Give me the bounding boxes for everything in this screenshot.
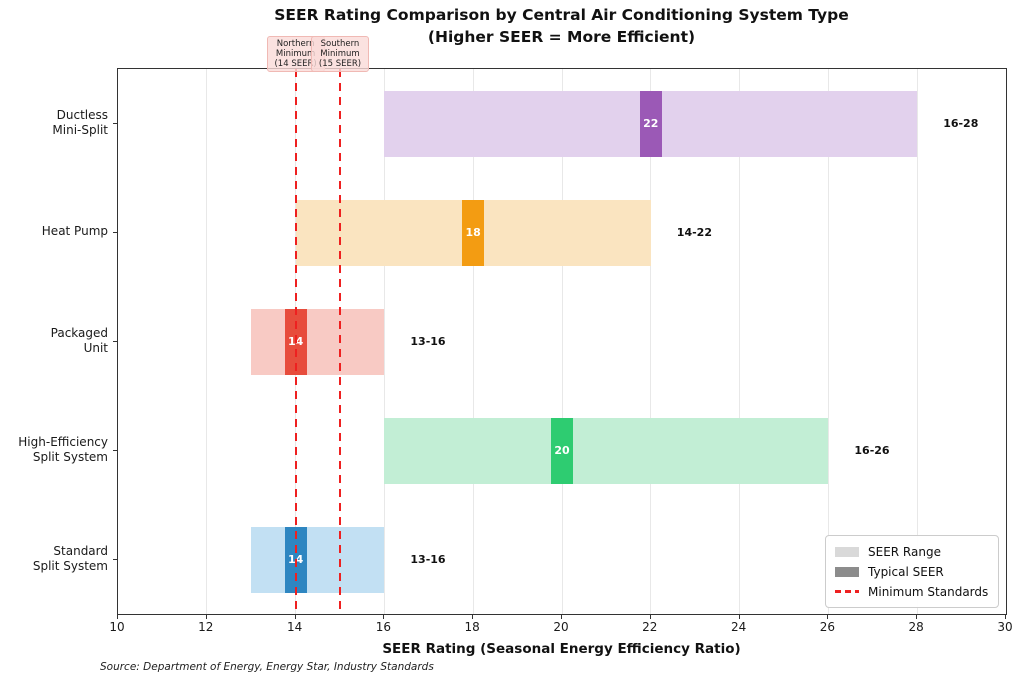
x-tick-label: 30 [997, 620, 1013, 634]
y-axis-label-line: Heat Pump [41, 224, 108, 238]
legend-swatch-seer-range [835, 546, 859, 557]
legend-item-minimum-standards: Minimum Standards [835, 584, 989, 599]
gridline [650, 69, 652, 614]
y-axis-label-line: Standard [53, 543, 108, 558]
range-label-packaged-unit: 13-16 [410, 334, 446, 348]
y-axis-label-line: Unit [83, 340, 108, 355]
range-bar-standard-split-system [251, 526, 385, 593]
x-tick-mark [916, 615, 918, 619]
annotation-line: Minimum [275, 49, 316, 59]
gridline [916, 69, 918, 614]
y-tick-mark [113, 558, 117, 560]
typical-marker-ductless-mini-split: 22 [639, 90, 662, 157]
annotation-line: (14 SEER) [274, 59, 317, 69]
minimum-standard-line-15 [339, 69, 341, 614]
x-tick-label: 28 [908, 620, 924, 634]
x-tick-mark [738, 615, 740, 619]
annotation-line: Minimum [320, 49, 360, 59]
x-tick-mark [472, 615, 474, 619]
x-tick-mark [205, 615, 207, 619]
range-label-ductless-mini-split: 16-28 [943, 116, 979, 130]
y-tick-mark [113, 231, 117, 233]
x-tick-mark [561, 615, 562, 619]
x-tick-label: 12 [198, 620, 214, 634]
legend-label-typical-seer: Typical SEER [868, 564, 944, 579]
typical-value-label: 22 [643, 117, 659, 130]
y-tick-mark [113, 122, 117, 124]
x-tick-label: 18 [464, 620, 480, 634]
y-axis-label-line: Mini-Split [52, 122, 108, 137]
y-axis-label-standard-split-system: Standard Split System [0, 544, 108, 574]
y-axis-label-line: Ductless [56, 107, 108, 122]
y-axis-label-ductless-mini-split: Ductless Mini-Split [0, 108, 108, 138]
y-axis-label-packaged-unit: Packaged Unit [0, 326, 108, 356]
x-tick-label: 22 [642, 620, 658, 634]
legend-dash-minimum-standards-icon [835, 590, 859, 593]
x-tick-mark [117, 615, 118, 619]
x-tick-mark [294, 615, 296, 619]
legend: SEER Range Typical SEER Minimum Standard… [825, 535, 999, 608]
range-label-high-efficiency-split-system: 16-26 [854, 443, 890, 457]
legend-item-seer-range: SEER Range [835, 544, 989, 559]
legend-swatch-typical-seer [835, 566, 859, 577]
y-tick-mark [113, 340, 117, 342]
range-bar-high-efficiency-split-system [384, 417, 829, 484]
annotation-line: Northern [276, 39, 315, 49]
annotation-southern-minimum: Southern Minimum (15 SEER) [311, 36, 369, 72]
y-axis-label-high-efficiency-split-system: High-Efficiency Split System [0, 435, 108, 465]
typical-value-label: 20 [554, 444, 570, 457]
x-tick-label: 10 [109, 620, 125, 634]
chart-subtitle: (Higher SEER = More Efficient) [427, 28, 696, 46]
y-axis-label-line: Split System [32, 449, 108, 464]
typical-marker-heat-pump: 18 [462, 199, 485, 266]
y-tick-mark [113, 449, 117, 451]
gridline [827, 69, 829, 614]
y-axis-label-heat-pump: Heat Pump [0, 224, 108, 239]
chart-title: SEER Rating Comparison by Central Air Co… [274, 6, 849, 24]
gridline [472, 69, 474, 614]
typical-value-label: 18 [465, 226, 481, 239]
gridline [739, 69, 741, 614]
y-axis-label-line: High-Efficiency [18, 434, 108, 449]
legend-label-minimum-standards: Minimum Standards [868, 584, 989, 599]
source-note: Source: Department of Energy, Energy Sta… [100, 661, 434, 673]
annotation-line: Southern [320, 39, 360, 49]
minimum-standard-line-14 [294, 69, 297, 614]
gridline [206, 69, 208, 614]
range-label-heat-pump: 14-22 [676, 225, 712, 239]
x-tick-mark [383, 615, 385, 619]
x-tick-label: 24 [730, 620, 747, 634]
y-axis-label-line: Split System [32, 558, 108, 573]
x-tick-label: 14 [286, 620, 303, 634]
legend-item-typical-seer: Typical SEER [835, 564, 989, 579]
x-tick-label: 20 [553, 620, 569, 634]
x-tick-label: 16 [375, 620, 392, 634]
x-tick-label: 26 [819, 620, 836, 634]
x-tick-mark [1005, 615, 1006, 619]
range-label-standard-split-system: 13-16 [410, 552, 446, 566]
range-bar-packaged-unit [251, 308, 385, 375]
gridline [561, 69, 563, 614]
typical-marker-high-efficiency-split-system: 20 [551, 417, 573, 484]
x-axis-label: SEER Rating (Seasonal Energy Efficiency … [382, 641, 741, 657]
x-tick-mark [827, 615, 829, 619]
legend-label-seer-range: SEER Range [868, 544, 941, 559]
x-tick-mark [649, 615, 651, 619]
y-axis-label-line: Packaged [50, 325, 108, 340]
gridline [383, 69, 385, 614]
annotation-line: (15 SEER) [318, 59, 362, 69]
